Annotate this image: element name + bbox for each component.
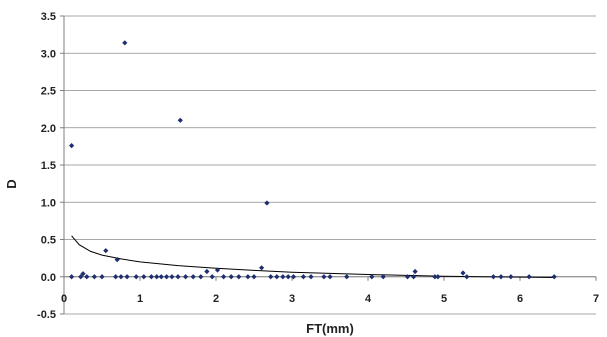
data-point (526, 274, 532, 280)
y-tick-label: 0.0 (41, 272, 56, 284)
data-point (114, 257, 120, 263)
data-point (290, 274, 297, 280)
data-point (236, 274, 242, 280)
y-tick-label: 3.5 (41, 11, 56, 23)
data-point (78, 274, 84, 280)
data-point (198, 274, 204, 280)
data-point (380, 274, 386, 280)
data-point (464, 274, 470, 280)
data-point (214, 267, 221, 273)
x-tick-label: 4 (365, 293, 372, 305)
y-tick-label: -0.5 (37, 309, 56, 321)
data-point (209, 274, 215, 280)
data-point (285, 274, 291, 280)
data-point (84, 274, 90, 280)
data-point (498, 274, 504, 280)
y-tick-label: 1.5 (41, 160, 56, 172)
data-point (164, 274, 170, 280)
data-point (228, 274, 234, 280)
y-tick-label: 3.0 (41, 48, 56, 60)
data-point (245, 274, 251, 280)
data-point (432, 274, 438, 280)
data-point (154, 274, 160, 280)
data-point (300, 274, 306, 280)
data-point (321, 274, 327, 280)
data-point (490, 274, 496, 280)
data-point (91, 274, 97, 280)
data-point (99, 274, 105, 280)
y-tick-label: 0.5 (41, 235, 56, 247)
data-point (264, 200, 270, 206)
data-point (259, 265, 265, 271)
data-point (158, 274, 164, 280)
data-point (69, 143, 75, 149)
data-point (412, 268, 418, 275)
data-point (435, 274, 441, 280)
y-axis-title: D (4, 179, 19, 188)
data-point (508, 274, 514, 280)
data-point (308, 274, 314, 280)
data-points (69, 40, 557, 280)
data-point (69, 274, 75, 280)
tick-labels: -0.5 0.0 0.5 1.0 1.5 2.0 2.5 3.0 3.5 0 1 2 3 4 5 6 7 (37, 11, 599, 321)
data-point (369, 274, 375, 280)
data-point (551, 274, 557, 280)
y-tick-label: 1.0 (41, 197, 56, 209)
x-tick-label: 2 (213, 293, 219, 305)
x-tick-label: 7 (593, 293, 599, 305)
data-point (118, 274, 124, 280)
x-axis-title: FT(mm) (306, 321, 354, 336)
x-tick-label: 5 (441, 293, 447, 305)
data-point (183, 274, 189, 280)
data-point (148, 274, 154, 280)
gridlines (64, 15, 596, 315)
data-point (251, 274, 257, 280)
x-tick-label: 0 (61, 293, 67, 305)
data-point (133, 274, 139, 280)
y-tick-label: 2.0 (41, 123, 56, 135)
x-tick-label: 1 (137, 293, 143, 305)
data-point (344, 274, 350, 280)
y-tick-label: 2.5 (41, 86, 56, 98)
data-point (460, 270, 466, 276)
data-point (177, 117, 183, 123)
trendline (71, 235, 555, 278)
data-point (122, 40, 128, 46)
data-point (204, 268, 210, 275)
data-point (175, 274, 181, 280)
data-point (141, 274, 147, 280)
data-point (404, 274, 411, 280)
data-point (411, 274, 417, 280)
data-point (221, 274, 227, 280)
data-point (113, 274, 119, 280)
data-point (80, 271, 86, 277)
data-point (327, 274, 333, 280)
data-point (169, 274, 175, 280)
data-point (190, 274, 196, 280)
x-tick-label: 6 (517, 293, 523, 305)
data-point (274, 274, 280, 280)
data-point (268, 274, 274, 280)
x-tick-label: 3 (289, 293, 295, 305)
data-point (103, 248, 109, 254)
data-point (124, 274, 130, 280)
data-point (280, 274, 286, 280)
